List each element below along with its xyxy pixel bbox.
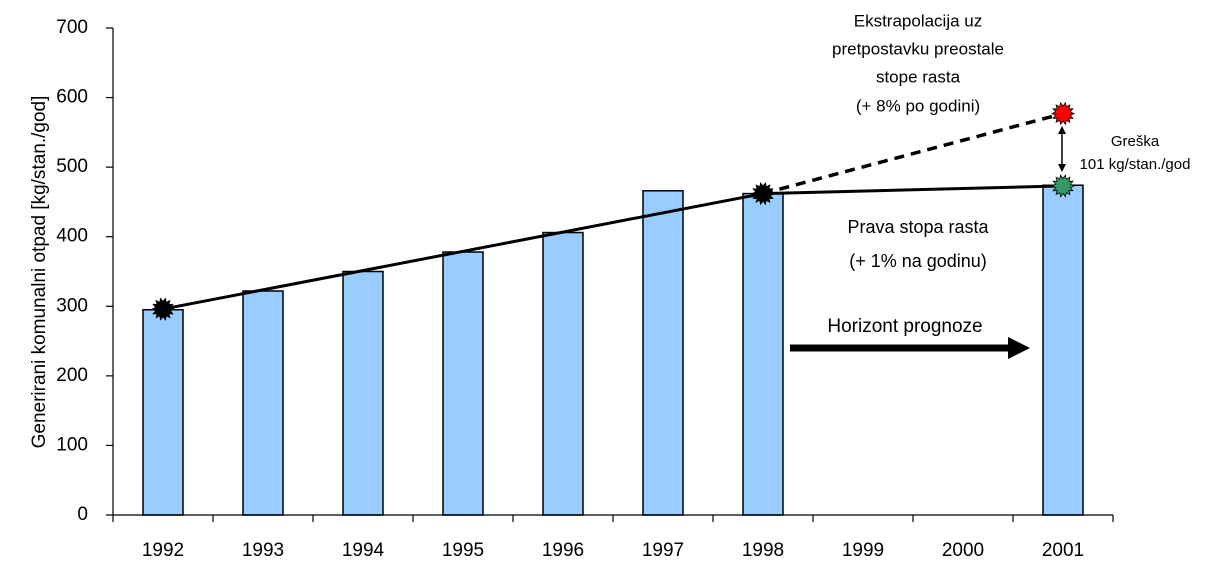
y-tick-label: 100	[56, 434, 88, 455]
x-tick-label: 1999	[842, 540, 884, 561]
annotation: (+ 8% po godini)	[856, 96, 980, 115]
bar	[642, 190, 684, 516]
x-tick-label: 1997	[642, 540, 684, 561]
x-tick-label: 1995	[442, 540, 484, 561]
marker	[751, 181, 775, 206]
annotation: 101 kg/stan./god	[1080, 156, 1191, 173]
annotation: pretpostavku preostale	[832, 39, 1004, 58]
x-tick-label: 1994	[342, 540, 385, 561]
actual-note: Prava stopa rasta (+ 1% na godinu)	[847, 217, 989, 271]
y-tick-label: 700	[56, 17, 88, 38]
y-tick-label: 400	[56, 226, 88, 247]
marker	[1051, 101, 1075, 126]
marker	[151, 297, 175, 321]
x-tick-label: 1993	[242, 540, 284, 561]
bar	[242, 290, 284, 516]
x-tick-label: 1998	[742, 540, 784, 561]
annotation: Ekstrapolacija uz	[854, 11, 983, 30]
y-tick-label: 500	[56, 156, 88, 177]
annotation: (+ 1% na godinu)	[849, 251, 987, 271]
bar	[742, 192, 784, 516]
y-tick-label: 0	[77, 504, 88, 525]
annotation: Horizont prognoze	[827, 316, 982, 337]
y-axis-label: Generirani komunalni otpad [kg/stan./god…	[29, 96, 50, 449]
extrapolation-note: Ekstrapolacija uz pretpostavku preostale…	[832, 11, 1004, 115]
bar	[442, 251, 484, 516]
x-tick-label: 1996	[542, 540, 584, 561]
bar	[1042, 184, 1084, 516]
bar	[142, 309, 184, 516]
x-tick-label: 2001	[1042, 540, 1084, 561]
error-note: Greška 101 kg/stan./god	[1080, 133, 1191, 173]
annotation: Prava stopa rasta	[847, 217, 989, 237]
annotation: Greška	[1111, 133, 1160, 150]
line	[762, 111, 1064, 196]
annotation: stope rasta	[876, 67, 961, 86]
y-tick-label: 200	[56, 365, 88, 386]
plot-area: 0 100 200 300 400 500 600 700 1992 1993 1994 1995 19…	[56, 17, 1114, 561]
bar	[342, 270, 384, 516]
marker	[1051, 174, 1075, 198]
x-tick-label: 1992	[142, 540, 184, 561]
y-tick-label: 300	[56, 295, 88, 316]
x-tick-label: 2000	[942, 540, 984, 561]
line	[162, 184, 1064, 311]
bar	[542, 231, 584, 516]
y-tick-label: 600	[56, 87, 88, 108]
